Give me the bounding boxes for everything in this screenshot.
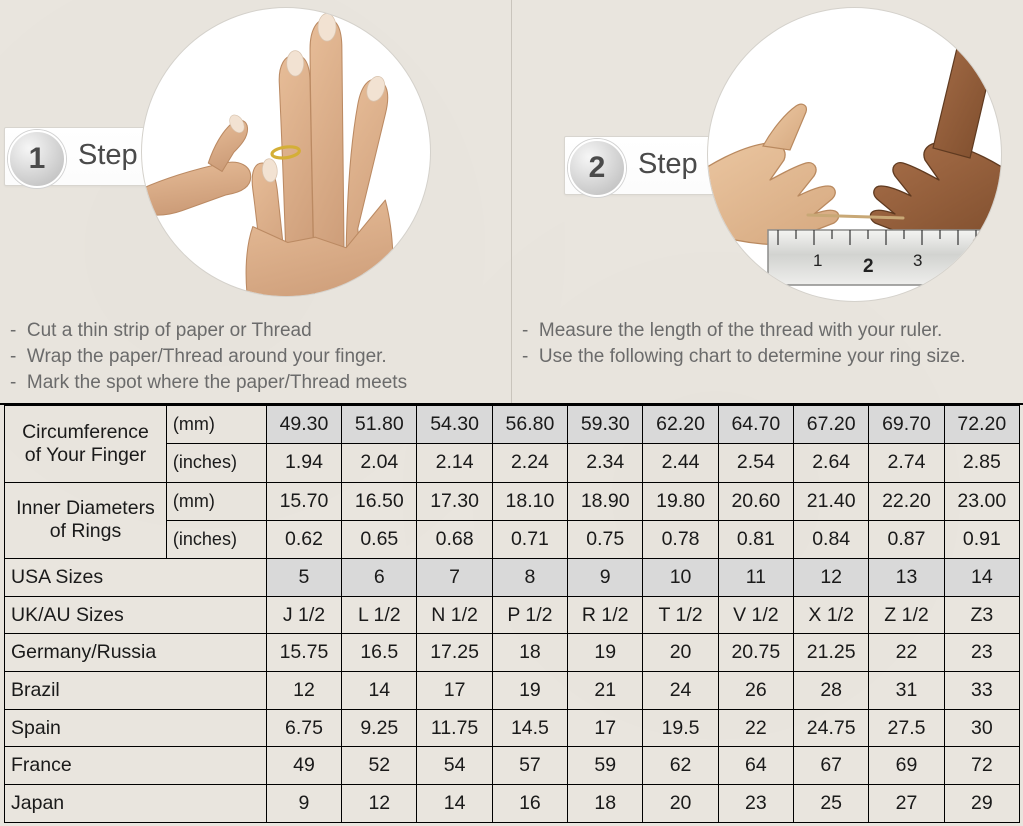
svg-text:1: 1 xyxy=(813,251,822,270)
svg-text:2: 2 xyxy=(863,256,874,277)
svg-text:3: 3 xyxy=(913,251,922,270)
